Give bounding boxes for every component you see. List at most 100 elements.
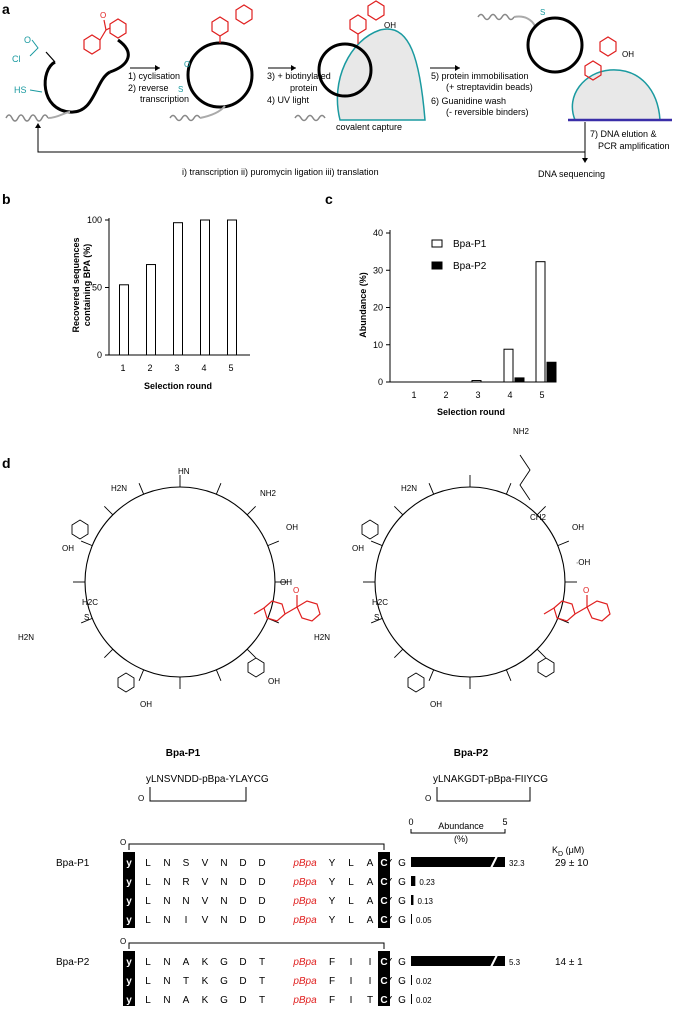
cyclisation-bracket [128, 942, 385, 949]
cys-column [378, 852, 390, 928]
bpa-residue: pBpa [292, 995, 317, 1006]
step-6b-label: (- reversible binders) [446, 107, 529, 117]
chart-c-xtick-label: 4 [507, 390, 512, 400]
bond-line [104, 648, 114, 658]
step-4-label: 4) UV light [267, 95, 310, 105]
chart-b-bar [173, 222, 183, 356]
svg-text:OH: OH [622, 50, 634, 59]
svg-text:S: S [540, 8, 545, 17]
abundance-value: 0.02 [416, 977, 432, 986]
chart-b-xtick-label: 1 [120, 363, 125, 373]
residue: Y [386, 896, 393, 907]
first-residue: y [126, 976, 132, 987]
svg-text:O: O [293, 586, 299, 595]
legend-label-p1: Bpa-P1 [453, 239, 487, 250]
first-residue: y [126, 877, 132, 888]
bond-line [536, 506, 546, 516]
residue: D [239, 995, 246, 1006]
svg-text:S: S [84, 613, 89, 622]
residue: D [258, 858, 265, 869]
svg-text:H2N: H2N [111, 484, 127, 493]
cap-o: O [120, 838, 126, 847]
step-2b-label: transcription [140, 94, 189, 104]
residue: N [163, 858, 170, 869]
residue: Y [386, 858, 393, 869]
chem-s: S [178, 85, 183, 94]
residue: N [163, 915, 170, 926]
bond-line [428, 482, 435, 495]
legend-swatch-p2 [431, 261, 443, 270]
residue: A [183, 995, 190, 1006]
bond-line [246, 506, 256, 516]
cys-residue: C [380, 976, 387, 987]
first-residue: y [126, 915, 132, 926]
kd-value: 14 ± 1 [555, 957, 583, 968]
chart-c-xtick-label: 5 [539, 390, 544, 400]
dna-strand [5, 114, 49, 122]
chart-b-ytick-label: 0 [97, 350, 102, 360]
svg-text:O: O [425, 794, 431, 803]
residue: T [259, 995, 265, 1006]
step-3-label: 3) + biotinylated [267, 71, 331, 81]
svg-text:O: O [184, 60, 190, 69]
bond-line [267, 540, 280, 547]
step-5-label: 5) protein immobilisation [431, 71, 529, 81]
chart-c: 0 10 20 30 40 1 2 3 4 5 Abundance (%) Selection r… [358, 228, 557, 417]
residue: Y [329, 858, 336, 869]
residue: L [145, 995, 151, 1006]
step-6-label: 6) Guanidine wash [431, 96, 506, 106]
chart-c-ytick-label: 40 [373, 228, 383, 238]
residue: K [202, 957, 209, 968]
residue: I [350, 976, 353, 987]
structure-bpa-p1: O OH OH OH H2N HN NH2 OH OH H2C S H2N [18, 467, 321, 709]
cyclic-peptide-diagram: O S [169, 4, 254, 122]
residue: T [259, 957, 265, 968]
panel-b-letter: b [2, 191, 11, 207]
mol2-sequence: yLNAKGDT-pBpa-FIIYCG [433, 774, 548, 785]
residue: D [239, 976, 246, 987]
chart-c-ytick-label: 10 [373, 340, 383, 350]
cycle-label: i) transcription ii) puromycin ligation … [182, 167, 379, 177]
abundance-bar [411, 975, 412, 985]
residue: L [348, 858, 354, 869]
residue: I [350, 995, 353, 1006]
svg-text:H2N: H2N [401, 484, 417, 493]
residue: Y [386, 915, 393, 926]
mol2-bracket [436, 787, 531, 802]
abundance-header: Abundance (%) 0 5 KD (μM) [408, 817, 584, 858]
residue: Y [329, 915, 336, 926]
residue: N [220, 896, 227, 907]
bond-line [505, 482, 512, 495]
step-1-label: 1) cyclisation [128, 71, 180, 81]
svg-text:OH: OH [384, 21, 396, 30]
legend-label-p2: Bpa-P2 [453, 261, 487, 272]
residue: N [163, 896, 170, 907]
svg-text:NH2: NH2 [513, 427, 530, 436]
residue: D [258, 915, 265, 926]
chart-b-bar [227, 219, 237, 356]
residue: R [182, 877, 189, 888]
residue: Y [386, 877, 393, 888]
gly-residue: G [398, 995, 406, 1006]
feedback-arrow [37, 126, 585, 153]
cys-residue: C [380, 995, 387, 1006]
bpa-residue: pBpa [292, 957, 317, 968]
peptide-backbone [43, 60, 111, 114]
axis-break [490, 954, 498, 968]
svg-text:H2N: H2N [18, 633, 34, 642]
residue: N [163, 957, 170, 968]
residue: K [202, 995, 209, 1006]
residue: G [220, 976, 228, 987]
bond-line [215, 482, 222, 495]
chem-hs: HS [14, 85, 27, 95]
panel-d-letter: d [2, 455, 11, 471]
dna-sequencing-label: DNA sequencing [538, 169, 605, 179]
chart-b-ytick-label: 100 [87, 215, 102, 225]
first-residue-column [123, 852, 135, 928]
abundance-axis-max: 5 [502, 817, 507, 827]
first-residue: y [126, 957, 132, 968]
residue: D [239, 877, 246, 888]
first-residue: y [126, 858, 132, 869]
residue: V [202, 877, 209, 888]
